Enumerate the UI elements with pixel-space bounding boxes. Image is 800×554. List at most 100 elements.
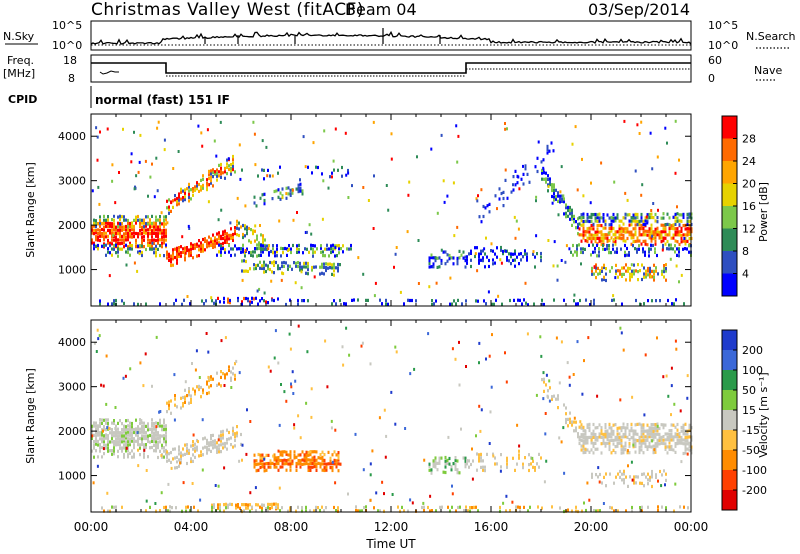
data-cell bbox=[236, 226, 238, 230]
data-cell bbox=[684, 242, 687, 246]
data-cell bbox=[573, 220, 575, 224]
data-cell bbox=[517, 298, 519, 302]
noise-cell bbox=[181, 235, 184, 239]
data-cell bbox=[480, 452, 482, 456]
data-cell bbox=[586, 239, 589, 244]
data-cell bbox=[676, 233, 679, 237]
data-cell bbox=[125, 231, 127, 235]
data-cell bbox=[109, 221, 111, 226]
data-cell bbox=[650, 423, 653, 427]
data-cell bbox=[430, 256, 433, 260]
noise-cell bbox=[135, 174, 138, 178]
data-cell bbox=[155, 234, 157, 238]
noise-cell bbox=[125, 263, 128, 267]
data-cell bbox=[645, 275, 647, 279]
data-cell bbox=[113, 440, 115, 444]
data-cell bbox=[446, 461, 449, 466]
data-cell bbox=[255, 459, 258, 463]
data-cell bbox=[580, 433, 583, 437]
data-cell bbox=[165, 424, 167, 428]
data-cell bbox=[99, 231, 101, 235]
noise-cell bbox=[443, 200, 446, 204]
data-cell bbox=[220, 250, 222, 254]
data-cell bbox=[149, 225, 151, 229]
data-cell bbox=[630, 429, 633, 433]
noise-cell bbox=[249, 420, 252, 423]
data-cell bbox=[682, 451, 685, 456]
data-cell bbox=[194, 442, 196, 446]
data-cell bbox=[275, 260, 277, 265]
noise-cell bbox=[215, 154, 218, 158]
data-cell bbox=[654, 230, 657, 235]
data-cell bbox=[123, 453, 125, 457]
noise-cell bbox=[542, 166, 545, 170]
data-cell bbox=[111, 218, 113, 222]
noise-cell bbox=[254, 163, 257, 167]
data-cell bbox=[682, 247, 684, 251]
data-cell bbox=[292, 243, 294, 248]
data-cell bbox=[271, 298, 273, 302]
noise-cell bbox=[305, 401, 308, 405]
data-cell bbox=[624, 239, 627, 243]
noise-cell bbox=[385, 434, 388, 438]
data-cell bbox=[427, 505, 429, 510]
data-cell bbox=[684, 239, 687, 243]
data-cell bbox=[522, 466, 524, 470]
data-cell bbox=[383, 509, 385, 513]
data-cell bbox=[172, 457, 174, 461]
data-cell bbox=[482, 459, 484, 463]
noise-cell bbox=[560, 340, 563, 344]
data-cell bbox=[322, 250, 324, 254]
data-cell bbox=[676, 442, 679, 446]
data-cell bbox=[628, 233, 631, 237]
noise-cell bbox=[266, 174, 269, 178]
data-cell bbox=[586, 438, 589, 442]
data-cell bbox=[168, 458, 170, 462]
data-cell bbox=[642, 230, 645, 234]
data-cell bbox=[301, 509, 303, 513]
data-cell bbox=[198, 248, 200, 252]
data-cell bbox=[570, 250, 572, 254]
data-cell bbox=[648, 445, 651, 449]
noise-cell bbox=[476, 269, 479, 273]
data-cell bbox=[137, 235, 139, 239]
noise-cell bbox=[428, 285, 431, 289]
data-cell bbox=[174, 198, 176, 202]
data-cell bbox=[155, 430, 157, 434]
data-cell bbox=[512, 252, 514, 256]
data-cell bbox=[196, 445, 198, 449]
data-cell bbox=[454, 462, 457, 466]
data-cell bbox=[222, 230, 224, 234]
data-cell bbox=[326, 243, 328, 247]
data-cell bbox=[670, 432, 673, 436]
data-cell bbox=[211, 509, 213, 513]
data-cell bbox=[277, 458, 280, 462]
data-cell bbox=[321, 455, 324, 459]
data-cell bbox=[571, 423, 573, 427]
data-cell bbox=[166, 410, 168, 414]
data-cell bbox=[230, 236, 232, 240]
data-cell bbox=[379, 509, 381, 513]
data-cell bbox=[212, 245, 214, 249]
x-tick-label: 12:00 bbox=[374, 520, 409, 534]
data-cell bbox=[322, 254, 324, 258]
data-cell bbox=[190, 394, 192, 398]
data-cell bbox=[180, 451, 182, 455]
data-cell bbox=[381, 302, 383, 306]
data-cell bbox=[208, 441, 210, 445]
data-cell bbox=[598, 435, 601, 439]
data-cell bbox=[210, 434, 212, 438]
data-cell bbox=[676, 438, 679, 442]
data-cell bbox=[615, 272, 617, 276]
velocity-colorbar-frame bbox=[721, 329, 738, 511]
data-cell bbox=[305, 271, 307, 275]
noise-cell bbox=[102, 384, 105, 388]
data-cell bbox=[590, 227, 593, 231]
data-cell bbox=[634, 223, 637, 227]
data-cell bbox=[99, 446, 101, 450]
data-cell bbox=[101, 232, 103, 236]
noise-cell bbox=[137, 170, 140, 174]
data-cell bbox=[238, 227, 240, 231]
data-cell bbox=[634, 429, 637, 433]
data-cell bbox=[311, 265, 313, 270]
